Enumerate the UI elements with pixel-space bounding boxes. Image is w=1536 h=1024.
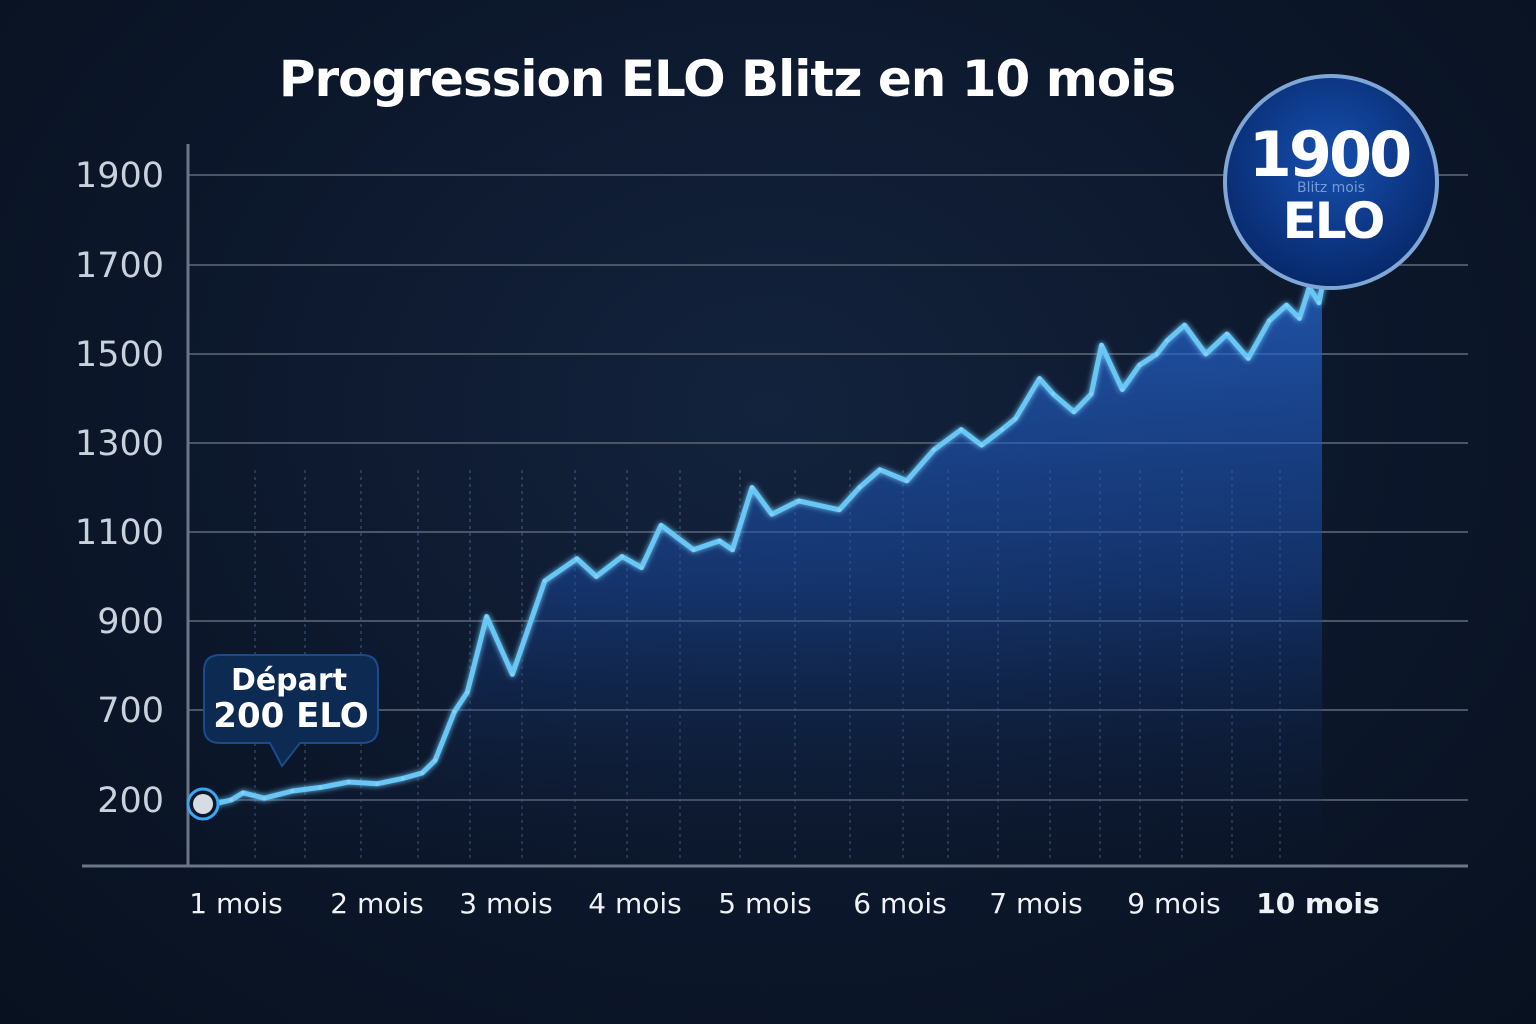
data-point <box>400 776 405 781</box>
start-callout-line1: Départ <box>231 663 347 698</box>
data-point <box>1182 323 1187 328</box>
data-point <box>1037 376 1042 381</box>
final-elo-badge: 1900 Blitz mois ELO <box>1223 74 1439 290</box>
data-point <box>1013 416 1018 421</box>
data-point <box>452 709 457 714</box>
data-point <box>796 498 801 503</box>
badge-value: 1900 <box>1249 118 1410 191</box>
start-callout-line2: 200 ELO <box>213 696 368 736</box>
y-tick-label: 1500 <box>75 335 164 375</box>
data-point <box>290 789 295 793</box>
data-point <box>465 690 470 695</box>
badge-unit: ELO <box>1283 192 1384 250</box>
x-tick-label: 4 mois <box>588 887 682 920</box>
data-point <box>1120 387 1125 392</box>
data-point <box>1225 331 1229 336</box>
y-tick-label: 1300 <box>75 424 164 464</box>
data-point <box>769 512 774 517</box>
data-point <box>229 798 234 802</box>
start-callout: Départ 200 ELO <box>203 654 379 768</box>
data-point <box>1051 392 1056 397</box>
data-point <box>318 785 323 790</box>
data-point <box>1165 338 1170 343</box>
badge-subtitle: Blitz mois <box>1297 180 1365 196</box>
y-axis-tick-labels: 1900 1700 1500 1300 1100 900 700 200 <box>75 156 164 821</box>
data-point <box>420 771 425 775</box>
data-point <box>620 554 625 559</box>
data-point <box>857 485 862 490</box>
y-tick-label: 1100 <box>75 513 164 553</box>
start-marker <box>186 787 220 821</box>
x-tick-label: 3 mois <box>459 887 553 920</box>
data-point <box>542 578 547 583</box>
data-point <box>691 547 696 552</box>
y-tick-label: 1700 <box>75 246 164 286</box>
data-point <box>959 427 964 432</box>
x-axis-tick-labels: 1 mois 2 mois 3 mois 4 mois 5 mois 6 mois 7 mo… <box>189 887 1379 920</box>
data-point <box>837 507 842 512</box>
data-point <box>659 523 663 528</box>
data-point <box>1267 318 1272 323</box>
data-point <box>346 780 351 784</box>
data-point <box>877 467 882 472</box>
y-tick-label: 1900 <box>75 156 164 196</box>
x-tick-label: 10 mois <box>1256 887 1379 920</box>
data-point <box>484 614 489 619</box>
data-point <box>1099 343 1104 348</box>
chart-title: Progression ELO Blitz en 10 mois <box>279 50 1175 108</box>
data-point <box>639 565 644 570</box>
data-point <box>433 758 438 763</box>
y-tick-label: 700 <box>97 691 164 731</box>
x-tick-label: 7 mois <box>989 887 1083 920</box>
data-point <box>979 443 984 448</box>
x-tick-label: 9 mois <box>1127 887 1221 920</box>
y-tick-label: 200 <box>97 781 164 821</box>
y-tick-label: 900 <box>97 602 164 642</box>
data-point <box>932 447 936 452</box>
data-point <box>1000 427 1004 432</box>
data-point <box>262 796 267 801</box>
data-point <box>1284 303 1289 308</box>
data-point <box>594 574 599 579</box>
data-point <box>1203 352 1208 356</box>
data-point <box>510 672 515 677</box>
data-point <box>241 790 246 795</box>
data-point <box>750 485 754 490</box>
x-tick-label: 6 mois <box>853 887 947 920</box>
data-point <box>375 781 379 786</box>
data-point <box>1137 363 1142 368</box>
x-tick-label: 1 mois <box>189 887 283 920</box>
start-callout-bubble <box>203 654 379 768</box>
x-tick-label: 5 mois <box>718 887 812 920</box>
data-point <box>904 478 909 483</box>
x-tick-label: 2 mois <box>330 887 424 920</box>
axes <box>82 144 1468 868</box>
data-point <box>1071 409 1076 414</box>
data-point <box>717 538 722 543</box>
data-point <box>1297 316 1302 321</box>
data-point <box>1317 300 1321 305</box>
data-point <box>1089 392 1094 397</box>
elo-area-fill <box>202 235 1409 866</box>
data-point <box>1154 352 1159 356</box>
data-point <box>574 556 579 561</box>
data-point <box>1246 356 1251 361</box>
data-point <box>730 547 735 552</box>
